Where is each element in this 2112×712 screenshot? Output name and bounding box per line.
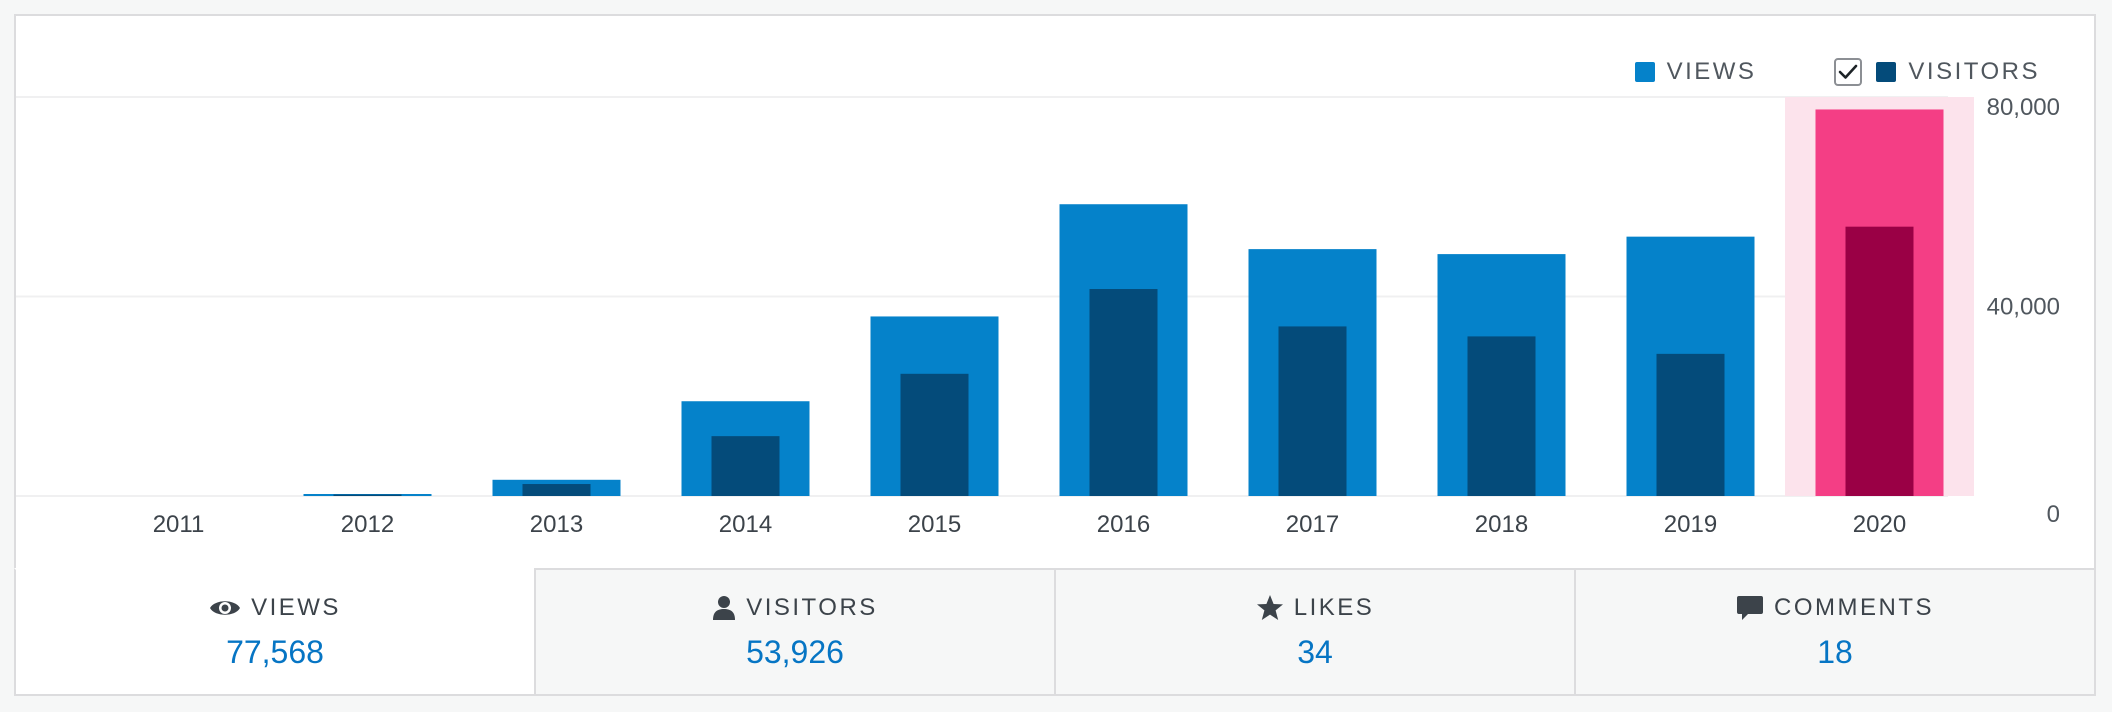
visitors-bar (900, 373, 969, 496)
x-tick-label: 2018 (1475, 511, 1528, 538)
visitors-bar (1089, 289, 1158, 496)
visitors-swatch (1876, 62, 1897, 82)
tab-likes-label: LIKES (1293, 593, 1375, 621)
x-tick-label: 2015 (908, 511, 961, 538)
views-swatch (1634, 62, 1655, 82)
tab-comments-label: COMMENTS (1774, 593, 1934, 621)
y-tick-label: 40,000 (1987, 294, 2060, 321)
y-tick-label: 80,000 (1987, 94, 2060, 121)
visitors-bar (1845, 226, 1914, 497)
x-tick-label: 2016 (1097, 511, 1150, 538)
tab-comments[interactable]: COMMENTS 18 (1574, 568, 2096, 696)
visitors-bar (1467, 336, 1536, 496)
eye-icon (209, 597, 241, 619)
x-tick-label: 2011 (153, 511, 205, 538)
visitors-bar (1278, 326, 1347, 496)
chart-legend: VIEWS VISITORS (1634, 58, 2040, 86)
tab-comments-label-row: COMMENTS (1736, 594, 1934, 622)
tab-visitors[interactable]: VISITORS 53,926 (534, 568, 1054, 696)
tab-visitors-label-row: VISITORS (712, 594, 878, 622)
stats-tabs: VIEWS 77,568 VISITORS 53,926 LIKES 34 (14, 568, 2096, 696)
checkmark-icon (1839, 64, 1858, 79)
x-tick-label: 2017 (1286, 511, 1339, 538)
tab-likes[interactable]: LIKES 34 (1054, 568, 1574, 696)
star-icon (1256, 594, 1284, 622)
tab-visitors-label: VISITORS (746, 593, 878, 621)
legend-visitors[interactable]: VISITORS (1876, 58, 2040, 86)
tab-views-label-row: VIEWS (209, 594, 341, 622)
person-icon (712, 595, 736, 621)
legend-views-label: VIEWS (1666, 58, 1757, 85)
visitors-bar (333, 494, 402, 496)
x-tick-label: 2020 (1853, 511, 1906, 538)
visitors-checkbox[interactable] (1834, 58, 1863, 86)
tab-views-value: 77,568 (226, 633, 324, 670)
visitors-bar (522, 484, 591, 496)
x-tick-label: 2013 (530, 511, 583, 538)
y-tick-label: 0 (2047, 501, 2060, 528)
bar-chart: 80,000 40,000 0 2011 2012 2013 2014 2015 2016 201… (16, 94, 2060, 538)
x-tick-label: 2012 (341, 511, 394, 538)
tab-views[interactable]: VIEWS 77,568 (14, 568, 534, 696)
tab-likes-value: 34 (1297, 633, 1333, 670)
tab-visitors-value: 53,926 (746, 633, 844, 670)
x-tick-label: 2019 (1664, 511, 1717, 538)
x-tick-label: 2014 (719, 511, 772, 538)
legend-visitors-label: VISITORS (1908, 58, 2040, 85)
tab-comments-value: 18 (1817, 633, 1853, 670)
visitors-bar (1656, 353, 1725, 496)
tab-views-label: VIEWS (251, 593, 341, 621)
tab-likes-label-row: LIKES (1256, 594, 1375, 622)
legend-views[interactable]: VIEWS (1634, 58, 1757, 86)
comment-icon (1736, 594, 1764, 622)
visitors-bar (711, 436, 780, 496)
